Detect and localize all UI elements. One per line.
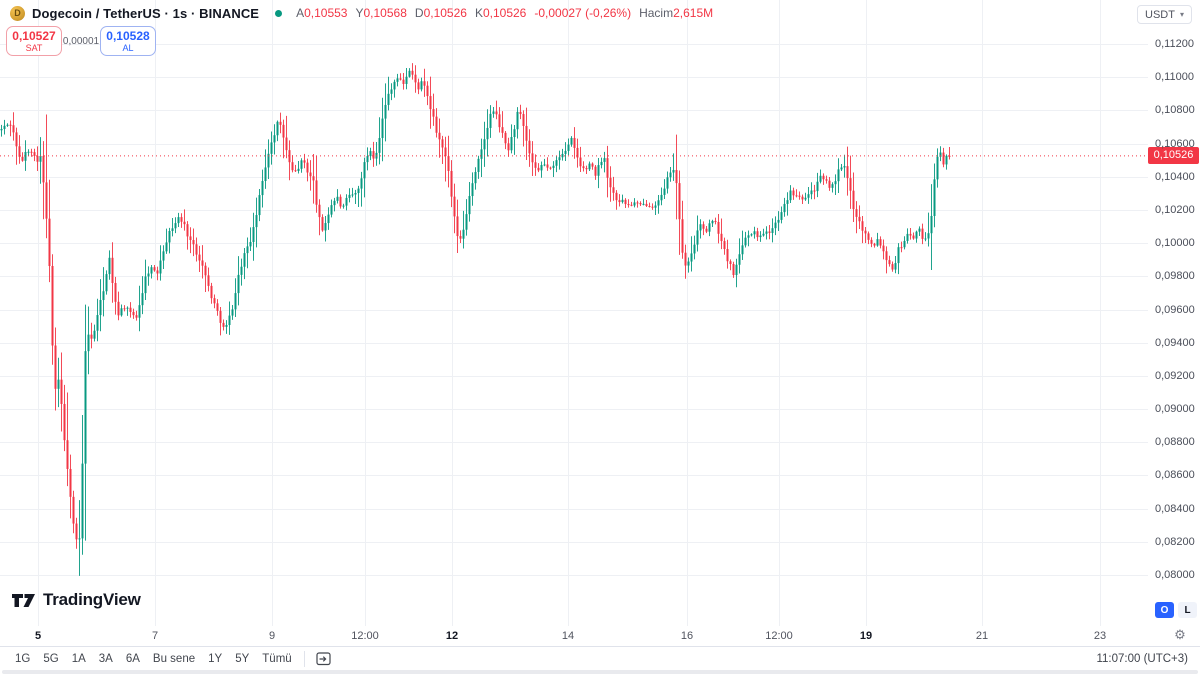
- range-button-1y[interactable]: 1Y: [208, 652, 223, 665]
- volume-value: Hacim2,615M: [639, 6, 714, 20]
- price-tick-label: 0,08800: [1155, 436, 1195, 449]
- buy-button[interactable]: 0,10528 AL: [100, 26, 156, 56]
- range-button-5y[interactable]: 5Y: [235, 652, 250, 665]
- time-tick-label: 9: [268, 630, 276, 642]
- dogecoin-icon: D: [10, 5, 25, 21]
- market-status-dot: [275, 9, 283, 17]
- log-scale-button[interactable]: L: [1178, 602, 1197, 618]
- calendar-arrow-icon: [316, 652, 331, 666]
- auto-scale-button[interactable]: O: [1155, 602, 1174, 618]
- sell-price: 0,10527: [12, 28, 56, 43]
- price-tick-label: 0,08600: [1155, 469, 1195, 482]
- time-tick-label: 5: [34, 630, 42, 642]
- range-button-1g[interactable]: 1G: [15, 652, 31, 665]
- price-tick-label: 0,10400: [1155, 170, 1195, 183]
- chart-pane[interactable]: [0, 0, 1148, 626]
- price-tick-label: 0,09000: [1155, 403, 1195, 416]
- scale-buttons: O L: [1155, 602, 1197, 618]
- price-tick-label: 0,08000: [1155, 569, 1195, 581]
- currency-dropdown[interactable]: USDT ▾: [1137, 5, 1192, 24]
- price-tick-label: 0,09600: [1155, 303, 1195, 316]
- high-value: Y0,10568: [355, 6, 407, 20]
- tradingview-logo-icon: [12, 593, 35, 607]
- currency-label: USDT: [1145, 8, 1175, 21]
- time-tick-label: 7: [151, 630, 159, 642]
- time-tick-label: 19: [859, 630, 873, 642]
- symbol-header: D Dogecoin / TetherUS · 1s · BINANCE A0,…: [10, 4, 721, 22]
- change-value: -0,00027 (-0,26%): [534, 6, 632, 20]
- price-tick-label: 0,11200: [1155, 38, 1194, 50]
- horizontal-scrollbar[interactable]: [2, 670, 1198, 674]
- ohlc-legend: A0,10553 Y0,10568 D0,10526 K0,10526 -0,0…: [296, 6, 721, 20]
- price-tick-label: 0,09200: [1155, 369, 1195, 382]
- gear-icon[interactable]: ⚙: [1174, 627, 1186, 642]
- go-to-date-button[interactable]: [312, 650, 335, 667]
- range-button-6a[interactable]: 6A: [125, 652, 140, 665]
- time-axis[interactable]: 5 7 9 12:00 12 14 16 12:00 19 21 23: [0, 626, 1148, 646]
- low-value: D0,10526: [414, 6, 467, 20]
- time-tick-label: 23: [1093, 630, 1107, 642]
- symbol-title[interactable]: Dogecoin / TetherUS · 1s · BINANCE: [32, 5, 260, 21]
- time-tick-label: 12: [445, 630, 459, 642]
- time-tick-label: 14: [561, 630, 575, 642]
- sell-button[interactable]: 0,10527 SAT: [6, 26, 62, 56]
- price-tick-label: 0,09400: [1155, 336, 1195, 349]
- price-tick-label: 0,08200: [1155, 535, 1195, 548]
- price-axis[interactable]: 0,10526 0,11200 0,11000 0,10800 0,10600 0,10…: [1148, 0, 1200, 626]
- spread-value: 0,00001: [62, 35, 100, 47]
- time-tick-label: 16: [680, 630, 694, 642]
- time-tick-label: 12:00: [765, 630, 793, 642]
- range-button-bu-sene[interactable]: Bu sene: [152, 652, 196, 665]
- time-tick-label: 21: [975, 630, 989, 642]
- buy-price: 0,10528: [106, 28, 150, 43]
- tradingview-logo-text: TradingView: [43, 590, 141, 609]
- price-tick-label: 0,11000: [1155, 71, 1194, 84]
- price-tick-label: 0,10800: [1155, 104, 1195, 117]
- buy-label: AL: [122, 42, 134, 53]
- chevron-down-icon: ▾: [1179, 10, 1184, 19]
- open-value: A0,10553: [296, 6, 348, 20]
- price-tick-label: 0,10600: [1155, 137, 1195, 150]
- time-tick-label: 12:00: [351, 630, 379, 642]
- range-button-3a[interactable]: 3A: [98, 652, 113, 665]
- close-value: K0,10526: [474, 6, 527, 20]
- range-button-5g[interactable]: 5G: [43, 652, 59, 665]
- toolbar-separator: [303, 650, 305, 667]
- price-tick-label: 0,10200: [1155, 203, 1195, 216]
- trade-panel: 0,10527 SAT 0,00001 0,10528 AL: [6, 26, 156, 56]
- range-buttons: 1G 5G 1A 3A 6A Bu sene 1Y 5Y Tümü: [10, 651, 297, 667]
- price-tick-label: 0,10000: [1155, 237, 1195, 250]
- price-tick-label: 0,08400: [1155, 502, 1195, 515]
- bottom-toolbar: 1G 5G 1A 3A 6A Bu sene 1Y 5Y Tümü 11:07:00 (UTC+…: [0, 646, 1200, 670]
- clock[interactable]: 11:07:00 (UTC+3): [1096, 652, 1188, 665]
- current-price-label: 0,10526: [1148, 147, 1199, 165]
- tradingview-logo[interactable]: TradingView: [12, 590, 141, 610]
- range-button-1a[interactable]: 1A: [71, 652, 86, 665]
- sell-label: SAT: [25, 42, 43, 53]
- price-tick-label: 0,09800: [1155, 270, 1195, 283]
- range-button-tümü[interactable]: Tümü: [262, 652, 292, 665]
